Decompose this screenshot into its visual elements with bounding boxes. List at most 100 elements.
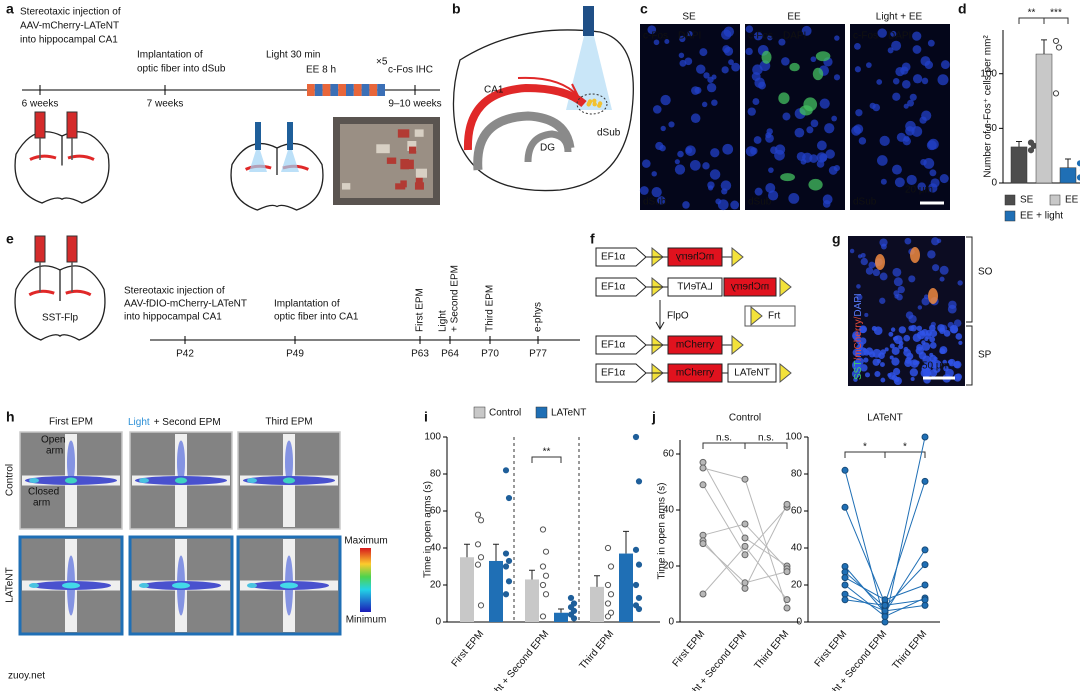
label: P77 [529, 349, 547, 360]
error-bar [558, 608, 564, 613]
nucleus [908, 314, 917, 324]
nucleus [685, 147, 693, 154]
terminal [592, 98, 597, 103]
y-tick-label: 60 [663, 449, 675, 460]
label: Frt [768, 311, 780, 322]
label: 9–10 weeks [388, 99, 441, 110]
nucleus [948, 358, 956, 367]
nucleus [721, 188, 728, 195]
nucleus [891, 40, 902, 51]
label: First EPM [415, 288, 426, 332]
y-tick-label: 100 [424, 432, 441, 443]
nucleus [877, 155, 888, 166]
label: P63 [411, 349, 429, 360]
column-title-part: + Second EPM [154, 417, 221, 428]
nucleus [711, 99, 718, 106]
label: Stereotaxic injection of [20, 7, 121, 18]
nucleus [833, 74, 841, 81]
hippocampus [29, 154, 95, 161]
heat-hot [175, 477, 187, 484]
label: mCherry [676, 368, 714, 379]
cfos-cell [815, 51, 831, 62]
data-point [474, 541, 482, 548]
nucleus [926, 371, 932, 377]
cfos-cell [808, 178, 823, 191]
data-point [635, 478, 643, 485]
data-point [477, 554, 485, 561]
ee-object [407, 141, 417, 151]
bar [590, 586, 604, 622]
data-point [921, 546, 929, 554]
label: LATeNT [677, 282, 712, 293]
bar [489, 560, 503, 622]
nucleus [767, 190, 779, 201]
y-tick-label: 20 [791, 580, 803, 591]
nucleus [868, 261, 876, 269]
x-tick-label: Third EPM [753, 629, 792, 672]
data-point [1027, 139, 1035, 146]
nucleus [745, 47, 753, 56]
nucleus [929, 336, 936, 343]
nucleus [928, 183, 938, 193]
label: mCherry [676, 340, 714, 351]
nucleus [730, 200, 740, 210]
y-tick-label: 0 [991, 178, 997, 189]
nucleus [891, 357, 900, 366]
legend-swatch [535, 406, 548, 419]
bar [1059, 167, 1077, 184]
cfos-cell [812, 67, 824, 81]
stripe [369, 84, 378, 96]
legend-label: LATeNT [551, 408, 586, 419]
label: Maximum [344, 536, 387, 547]
promoter [595, 363, 647, 383]
optic-fiber [583, 6, 594, 36]
label: Implantation of [137, 50, 203, 61]
nucleus [903, 135, 910, 142]
x-tick-label: First EPM [671, 629, 708, 670]
nucleus [809, 154, 818, 163]
nucleus [825, 149, 835, 159]
data-point [741, 520, 749, 528]
nucleus [689, 159, 701, 171]
y-tick-label: 40 [791, 543, 803, 554]
nucleus [710, 148, 720, 158]
label: DAPI [783, 31, 806, 42]
legend-label: EE [1065, 195, 1079, 206]
arrow [655, 300, 665, 331]
cfos-cell [778, 92, 790, 105]
label: EE 8 h [306, 65, 336, 76]
error-bar [464, 543, 470, 558]
nucleus [709, 169, 721, 180]
y-axis-label: Time in open arms (s) [657, 483, 668, 580]
y-tick-label: 0 [668, 617, 674, 628]
nucleus [884, 347, 889, 352]
gene-box [727, 363, 777, 383]
x-tick-label: Light + Second EPM [484, 629, 551, 691]
nucleus [664, 39, 670, 45]
nucleus [909, 93, 917, 101]
bar [525, 579, 539, 622]
label: ×5 [376, 57, 388, 68]
nucleus [916, 325, 923, 332]
data-point [604, 613, 612, 620]
nucleus [929, 329, 938, 338]
error-bar [1065, 158, 1071, 168]
heat [67, 440, 75, 485]
nucleus [897, 285, 905, 294]
legend-label: SE [1020, 195, 1034, 206]
nucleus [937, 324, 945, 332]
data-point [1027, 147, 1035, 154]
subject-line [844, 481, 926, 605]
nucleus [765, 133, 774, 143]
data-point [841, 574, 849, 582]
label: SO [978, 267, 993, 278]
nucleus [866, 62, 872, 69]
nucleus [854, 66, 862, 73]
nucleus [917, 182, 926, 191]
nucleus [788, 192, 800, 204]
data-point [841, 581, 849, 589]
nucleus [701, 101, 708, 108]
nucleus [932, 264, 940, 272]
nucleus [872, 268, 881, 277]
stripe [361, 84, 370, 96]
